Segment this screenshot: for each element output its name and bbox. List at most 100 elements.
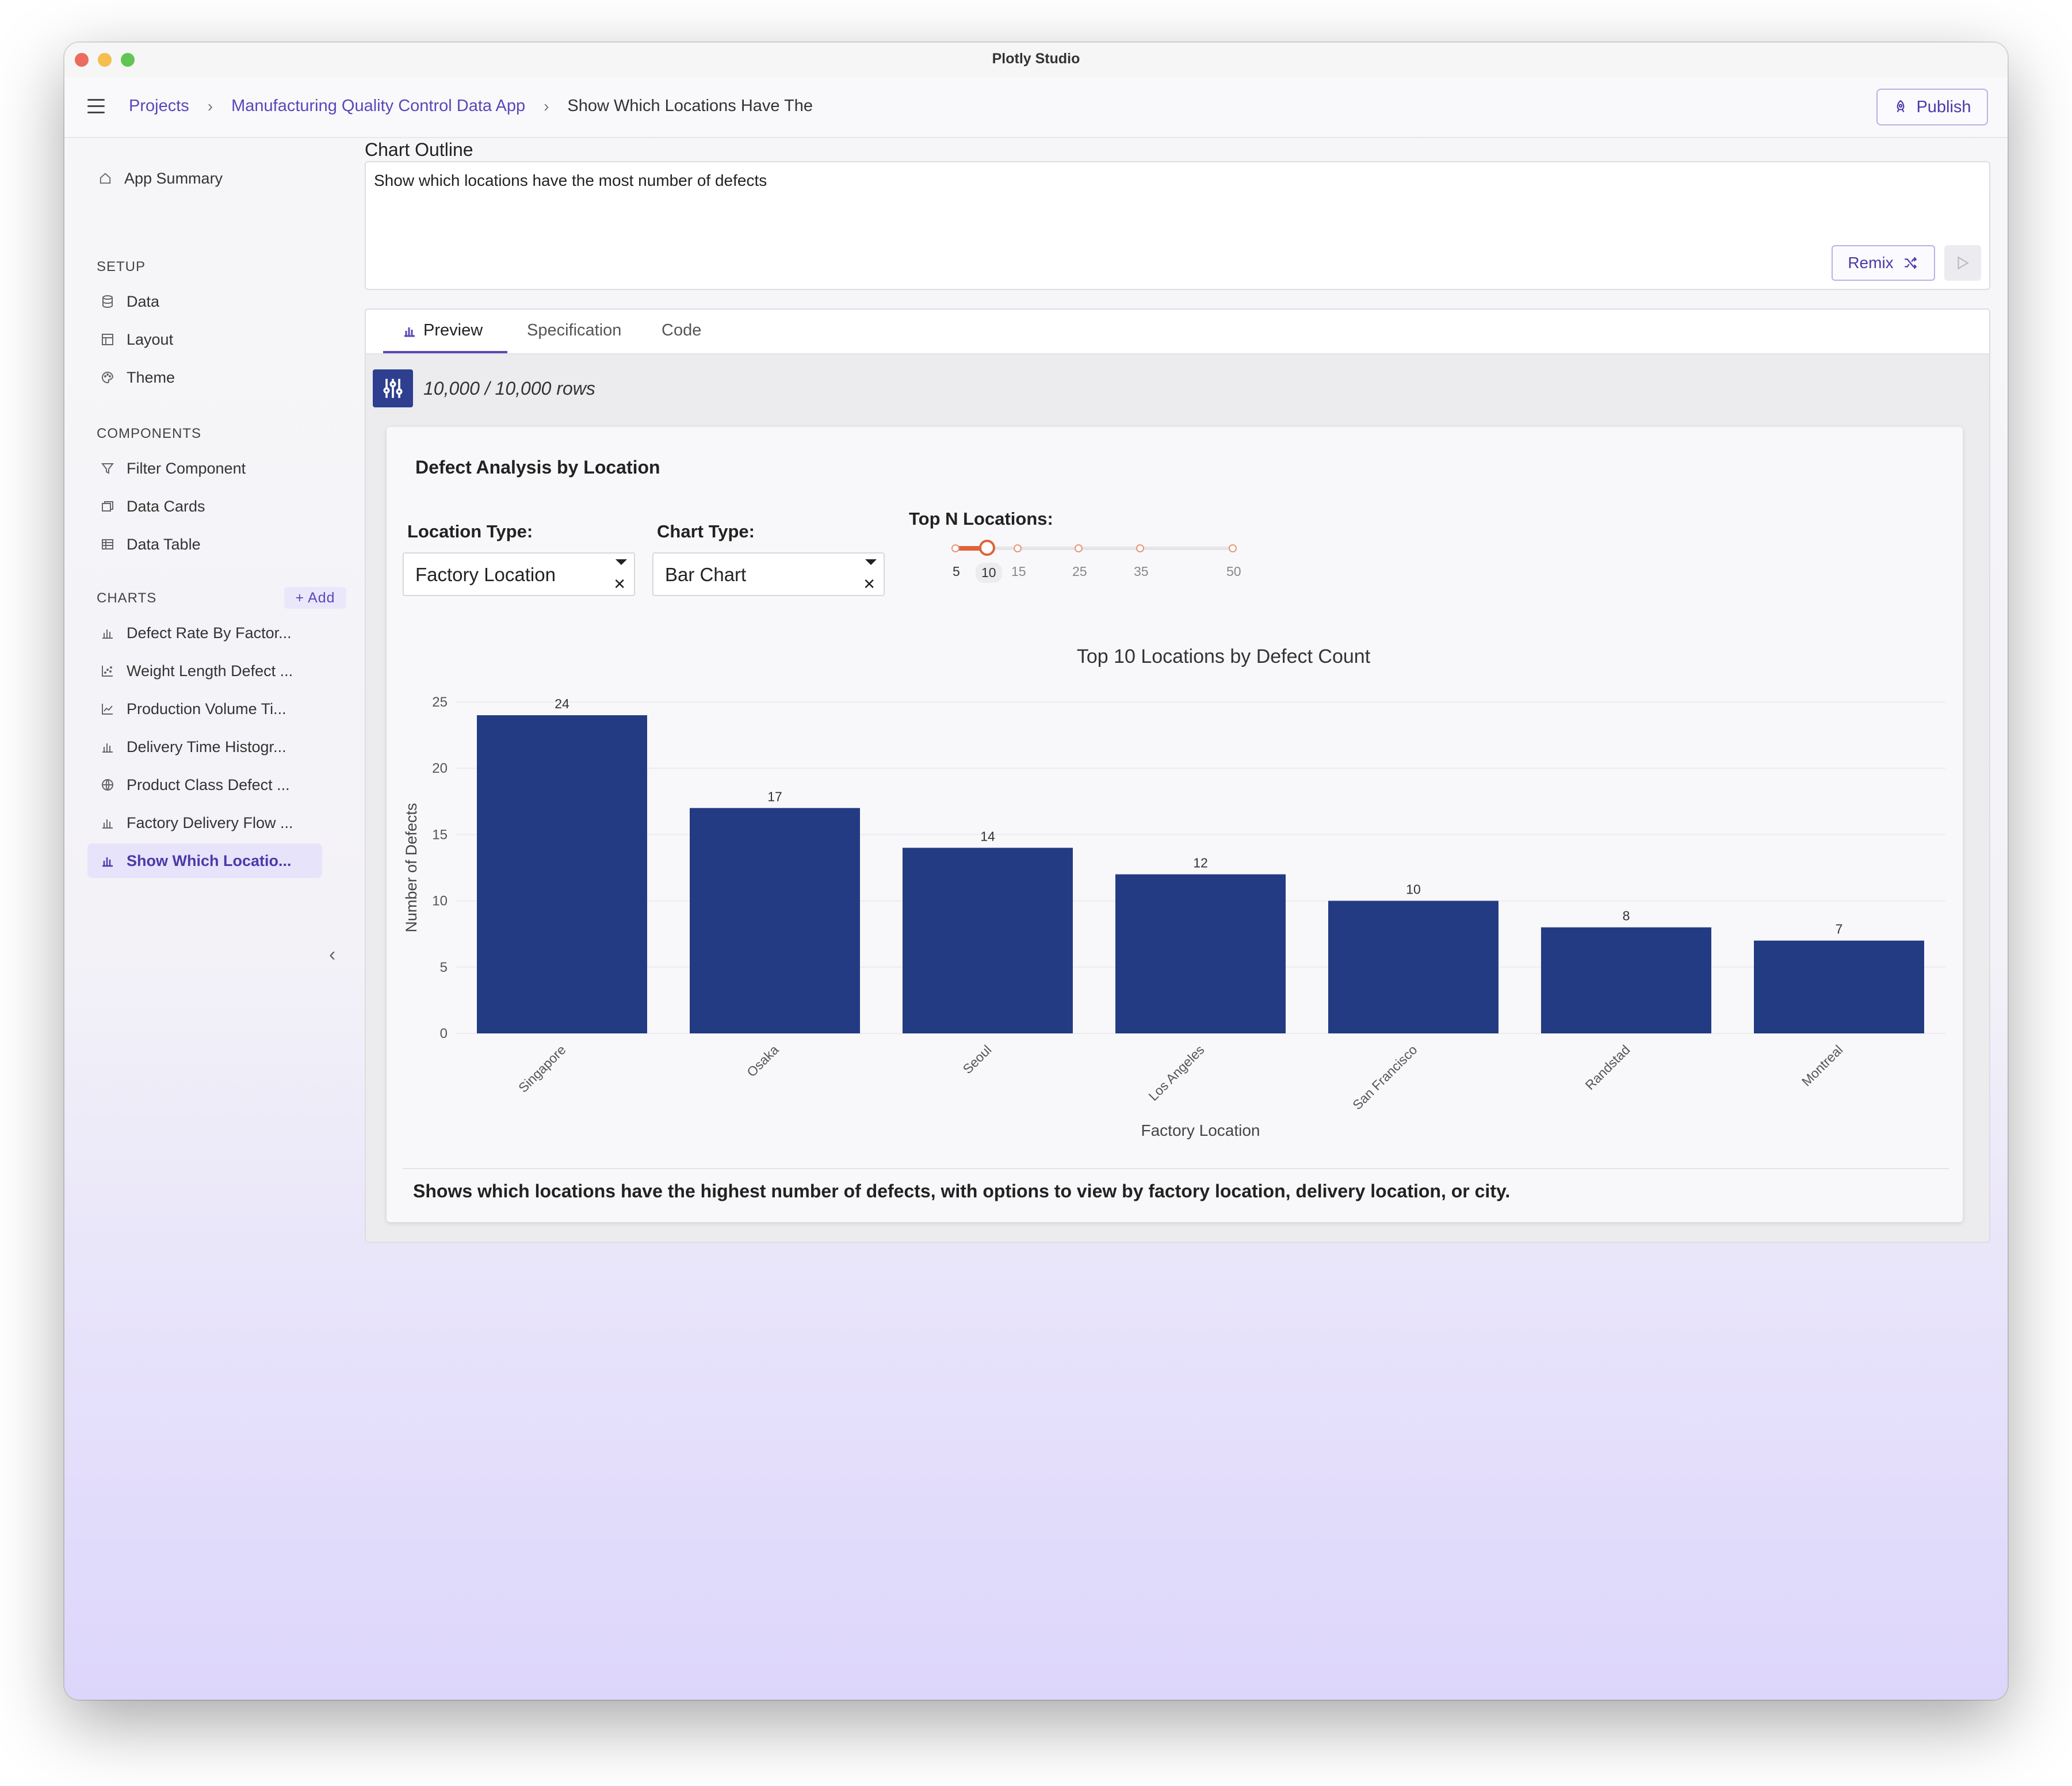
slider-mark-label: 25 <box>1072 564 1087 579</box>
bar <box>1328 900 1498 1033</box>
breadcrumb-projects[interactable]: Projects <box>129 97 189 115</box>
title-bar: Plotly Studio <box>64 43 2008 77</box>
y-tick-label: 5 <box>440 960 448 975</box>
add-chart-button[interactable]: + Add <box>284 587 346 609</box>
outline-input[interactable]: Show which locations have the most numbe… <box>365 161 1990 290</box>
globe-icon <box>99 776 116 793</box>
collapse-sidebar-icon[interactable]: ‹ <box>329 944 336 965</box>
y-tick-label: 10 <box>432 894 448 909</box>
chart-description: Shows which locations have the highest n… <box>413 1181 1511 1201</box>
bar <box>477 715 647 1033</box>
scatter-chart-icon <box>99 662 116 680</box>
send-icon <box>1958 256 1969 270</box>
tab-label: Preview <box>423 321 483 339</box>
bar <box>690 808 860 1033</box>
clear-icon[interactable]: ✕ <box>863 575 876 593</box>
bar-value-label: 7 <box>1836 922 1843 937</box>
bar <box>1541 927 1711 1033</box>
bar <box>1754 940 1924 1033</box>
slider-handle[interactable] <box>979 540 995 556</box>
sidebar: App Summary SETUP Data Layout Theme COMP… <box>64 139 352 1693</box>
chart-title: Top 10 Locations by Defect Count <box>1077 646 1371 667</box>
x-tick-label: Singapore <box>515 1042 569 1096</box>
bar-chart-icon <box>99 814 116 831</box>
tab-label: Specification <box>527 321 622 339</box>
filter-settings-icon[interactable] <box>373 369 413 407</box>
bar-value-label: 24 <box>555 696 569 711</box>
sidebar-item-label: Filter Component <box>127 459 246 477</box>
x-tick-label: Montreal <box>1799 1042 1846 1089</box>
sidebar-item-data-cards[interactable]: Data Cards <box>87 489 322 524</box>
sidebar-item-data[interactable]: Data <box>87 284 322 319</box>
slider-mark-label: 5 <box>953 564 960 579</box>
sidebar-item-chart-4[interactable]: Delivery Time Histogr... <box>87 730 322 764</box>
remix-button[interactable]: Remix <box>1832 245 1935 281</box>
y-axis-label: Number of Defects <box>403 803 420 932</box>
table-icon <box>99 536 116 553</box>
bar-value-label: 12 <box>1193 856 1208 871</box>
rocket-icon <box>1897 100 1905 113</box>
cards-icon <box>99 498 116 515</box>
minimize-window-button[interactable] <box>98 53 112 67</box>
plus-icon: + <box>295 589 305 606</box>
slider-mark-dot[interactable] <box>951 544 959 552</box>
x-axis-label: Factory Location <box>1141 1121 1260 1139</box>
slider-mark-label: 35 <box>1134 564 1149 579</box>
slider-mark-dot[interactable] <box>1014 544 1022 552</box>
slider-mark-dot[interactable] <box>1229 544 1237 552</box>
slider-mark-dot[interactable] <box>1136 544 1144 552</box>
sidebar-item-label: Product Class Defect ... <box>127 776 290 793</box>
sidebar-item-chart-1[interactable]: Defect Rate By Factor... <box>87 616 322 650</box>
publish-button[interactable]: Publish <box>1876 89 1988 125</box>
sidebar-item-label: Theme <box>127 368 175 386</box>
slider-track <box>955 546 986 551</box>
breadcrumb-app[interactable]: Manufacturing Quality Control Data App <box>231 97 526 115</box>
sidebar-item-chart-2[interactable]: Weight Length Defect ... <box>87 654 322 688</box>
bar-chart: Top 10 Locations by Defect Count 0 5 10 15 20… <box>403 646 1945 1139</box>
sidebar-item-chart-5[interactable]: Product Class Defect ... <box>87 768 322 802</box>
sidebar-item-label: App Summary <box>124 169 223 187</box>
sidebar-item-label: Delivery Time Histogr... <box>127 738 286 755</box>
topn-label: Top N Locations: <box>909 509 1053 529</box>
close-window-button[interactable] <box>75 53 89 67</box>
remix-label: Remix <box>1848 254 1894 272</box>
location-type-dropdown[interactable]: Factory Location ✕ <box>403 552 635 596</box>
charts-heading-label: CHARTS <box>97 590 157 606</box>
sidebar-item-app-summary[interactable]: App Summary <box>85 161 320 196</box>
chart-type-dropdown[interactable]: Bar Chart ✕ <box>652 552 885 596</box>
outline-text[interactable]: Show which locations have the most numbe… <box>374 171 767 189</box>
card-divider <box>403 1168 1949 1169</box>
sidebar-item-theme[interactable]: Theme <box>87 360 322 395</box>
topn-slider[interactable]: 5 10 15 25 35 50 <box>932 540 1248 595</box>
y-tick-label: 20 <box>432 761 448 776</box>
home-icon <box>97 170 114 187</box>
chart-type-label: Chart Type: <box>657 521 755 541</box>
shuffle-icon <box>1904 257 1917 269</box>
tab-preview[interactable]: Preview <box>403 321 483 340</box>
bar-value-label: 8 <box>1623 909 1630 923</box>
tab-bar: Preview Specification Code <box>366 310 1989 354</box>
sidebar-item-data-table[interactable]: Data Table <box>87 527 322 562</box>
bar-chart-icon <box>99 624 116 642</box>
menu-icon[interactable] <box>87 99 105 114</box>
sidebar-item-chart-7[interactable]: Show Which Locatio... <box>87 844 322 878</box>
slider-mark-dot[interactable] <box>1075 544 1083 552</box>
sidebar-item-chart-3[interactable]: Production Volume Ti... <box>87 692 322 726</box>
sidebar-item-chart-6[interactable]: Factory Delivery Flow ... <box>87 806 322 840</box>
zoom-window-button[interactable] <box>121 53 135 67</box>
sidebar-item-layout[interactable]: Layout <box>87 322 322 357</box>
chart-type-value: Bar Chart <box>665 564 747 585</box>
sidebar-item-label: Data <box>127 292 160 310</box>
x-tick-label: Randstad <box>1582 1042 1633 1093</box>
window-title: Plotly Studio <box>992 51 1080 67</box>
clear-icon[interactable]: ✕ <box>613 575 626 593</box>
bar <box>903 848 1073 1033</box>
tab-specification[interactable]: Specification <box>527 321 621 340</box>
x-tick-label: Seoul <box>960 1042 995 1077</box>
app-window: Plotly Studio Projects › Manufacturing Q… <box>64 43 2008 1700</box>
tab-code[interactable]: Code <box>662 321 701 340</box>
layout-icon <box>99 331 116 348</box>
send-button[interactable] <box>1944 245 1981 281</box>
chart-card: Defect Analysis by Location Location Typ… <box>387 427 1963 1222</box>
sidebar-item-filter-component[interactable]: Filter Component <box>87 451 322 486</box>
